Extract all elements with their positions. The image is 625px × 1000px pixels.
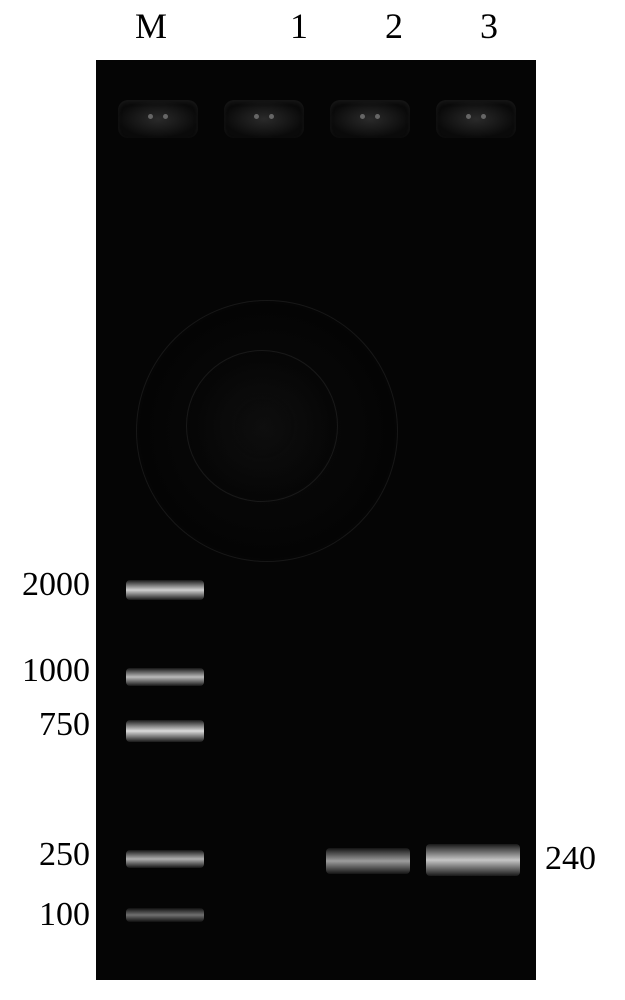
gel-figure: M 1 2 3 2000 1000 750 250 100 240: [0, 0, 625, 1000]
ladder-band-1000: [126, 668, 204, 686]
ladder-band-100: [126, 908, 204, 922]
ladder-band-2000: [126, 580, 204, 600]
well: [118, 100, 198, 138]
size-label-250: 250: [0, 836, 90, 874]
ladder-band-750: [126, 720, 204, 742]
product-size-label: 240: [545, 840, 596, 878]
well: [330, 100, 410, 138]
size-label-2000: 2000: [0, 566, 90, 604]
lane-label-2: 2: [385, 5, 403, 47]
well: [436, 100, 516, 138]
well-row: [96, 100, 536, 150]
sample-band-lane3: [426, 844, 520, 876]
lane-labels-row: M 1 2 3: [0, 5, 625, 55]
gel-image: [96, 60, 536, 980]
well: [224, 100, 304, 138]
artifact-circle: [186, 350, 338, 502]
size-label-100: 100: [0, 896, 90, 934]
size-label-1000: 1000: [0, 652, 90, 690]
ladder-band-250: [126, 850, 204, 868]
size-label-750: 750: [0, 706, 90, 744]
lane-label-1: 1: [290, 5, 308, 47]
lane-label-3: 3: [480, 5, 498, 47]
lane-label-M: M: [135, 5, 167, 47]
sample-band-lane2: [326, 848, 410, 874]
